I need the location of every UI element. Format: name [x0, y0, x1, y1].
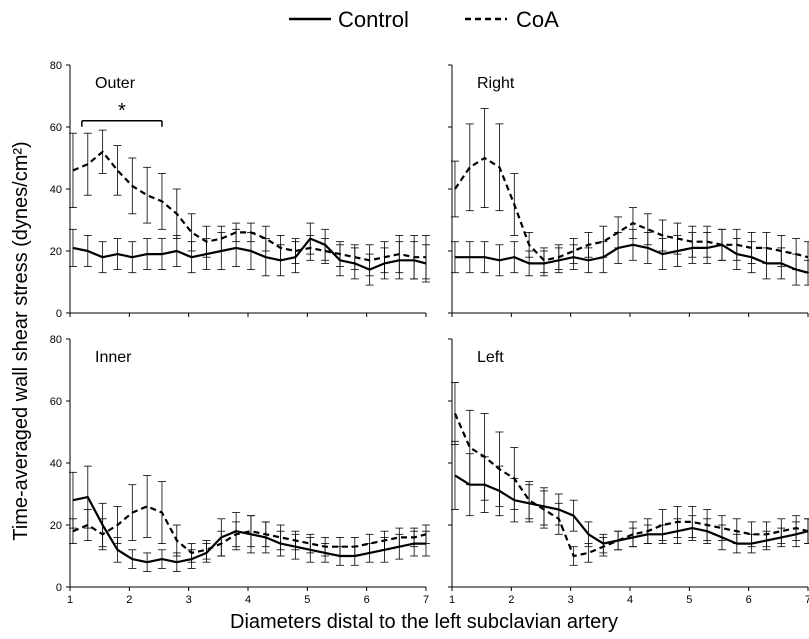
panel-right: Right	[448, 64, 809, 317]
inner-x-tick-label: 2	[126, 594, 132, 606]
right-control-line	[455, 243, 809, 274]
right-coa-line	[454, 156, 809, 262]
panel-outer: 0 20 40 60 80 Outer *	[50, 60, 430, 320]
legend-control-label: Control	[338, 7, 409, 32]
inner-x-tick-label: 5	[304, 594, 310, 606]
panel-inner: 0 20 40 60 80 1 2 3 4 5 6 7 Inner	[50, 334, 430, 606]
inner-panel-title: Inner	[95, 349, 132, 366]
left-x-tick-label: 1	[449, 594, 455, 606]
outer-coa-line	[72, 150, 426, 262]
outer-panel-title: Outer	[95, 75, 136, 92]
inner-y-tick-label: 60	[50, 396, 62, 408]
inner-x-tick-label: 7	[423, 594, 429, 606]
outer-y-tick-label: 40	[50, 184, 62, 196]
outer-significance-annotation: *	[81, 100, 163, 127]
panel-left: 1 2 3 4 5 6 7 Left	[448, 338, 809, 606]
inner-control-line	[72, 496, 426, 564]
inner-control-error-bars	[68, 465, 430, 572]
legend-coa-label: CoA	[516, 7, 559, 32]
outer-y-tick-label: 0	[56, 308, 62, 320]
outer-y-tick-label: 20	[50, 246, 62, 258]
y-axis-label: Time-averaged wall shear stress (dynes/c…	[10, 141, 32, 540]
outer-significance-asterisk: *	[118, 100, 126, 122]
left-panel-title: Left	[477, 349, 504, 366]
left-x-tick-label: 3	[568, 594, 574, 606]
inner-x-tick-label: 1	[67, 594, 73, 606]
left-coa-line	[453, 412, 809, 558]
legend: Control CoA	[289, 7, 559, 32]
inner-y-tick-label: 0	[56, 582, 62, 594]
inner-coa-line	[72, 505, 427, 555]
right-coa-error-bars	[450, 108, 809, 274]
outer-y-tick-label: 80	[50, 60, 62, 72]
left-x-tick-label: 6	[746, 594, 752, 606]
panels: 0 20 40 60 80 Outer * Right 0 20 40 60 80 1 2 3 4 5 6 7 Inne…	[50, 60, 809, 606]
right-control-error-bars	[450, 228, 809, 286]
inner-x-tick-label: 4	[245, 594, 251, 606]
inner-coa-error-bars	[68, 474, 430, 563]
outer-y-tick-label: 60	[50, 122, 62, 134]
inner-y-tick-label: 40	[50, 458, 62, 470]
inner-x-tick-label: 6	[364, 594, 370, 606]
inner-x-tick-label: 3	[186, 594, 192, 606]
left-x-tick-label: 5	[686, 594, 692, 606]
outer-coa-error-bars	[68, 129, 430, 280]
right-panel-title: Right	[477, 75, 515, 92]
left-x-tick-label: 2	[508, 594, 514, 606]
x-axis-label: Diameters distal to the left subclavian …	[230, 611, 618, 633]
left-x-tick-label: 4	[627, 594, 633, 606]
left-x-tick-label: 7	[805, 594, 809, 606]
inner-y-tick-label: 80	[50, 334, 62, 346]
outer-control-error-bars	[68, 222, 430, 286]
inner-y-tick-label: 20	[50, 520, 62, 532]
